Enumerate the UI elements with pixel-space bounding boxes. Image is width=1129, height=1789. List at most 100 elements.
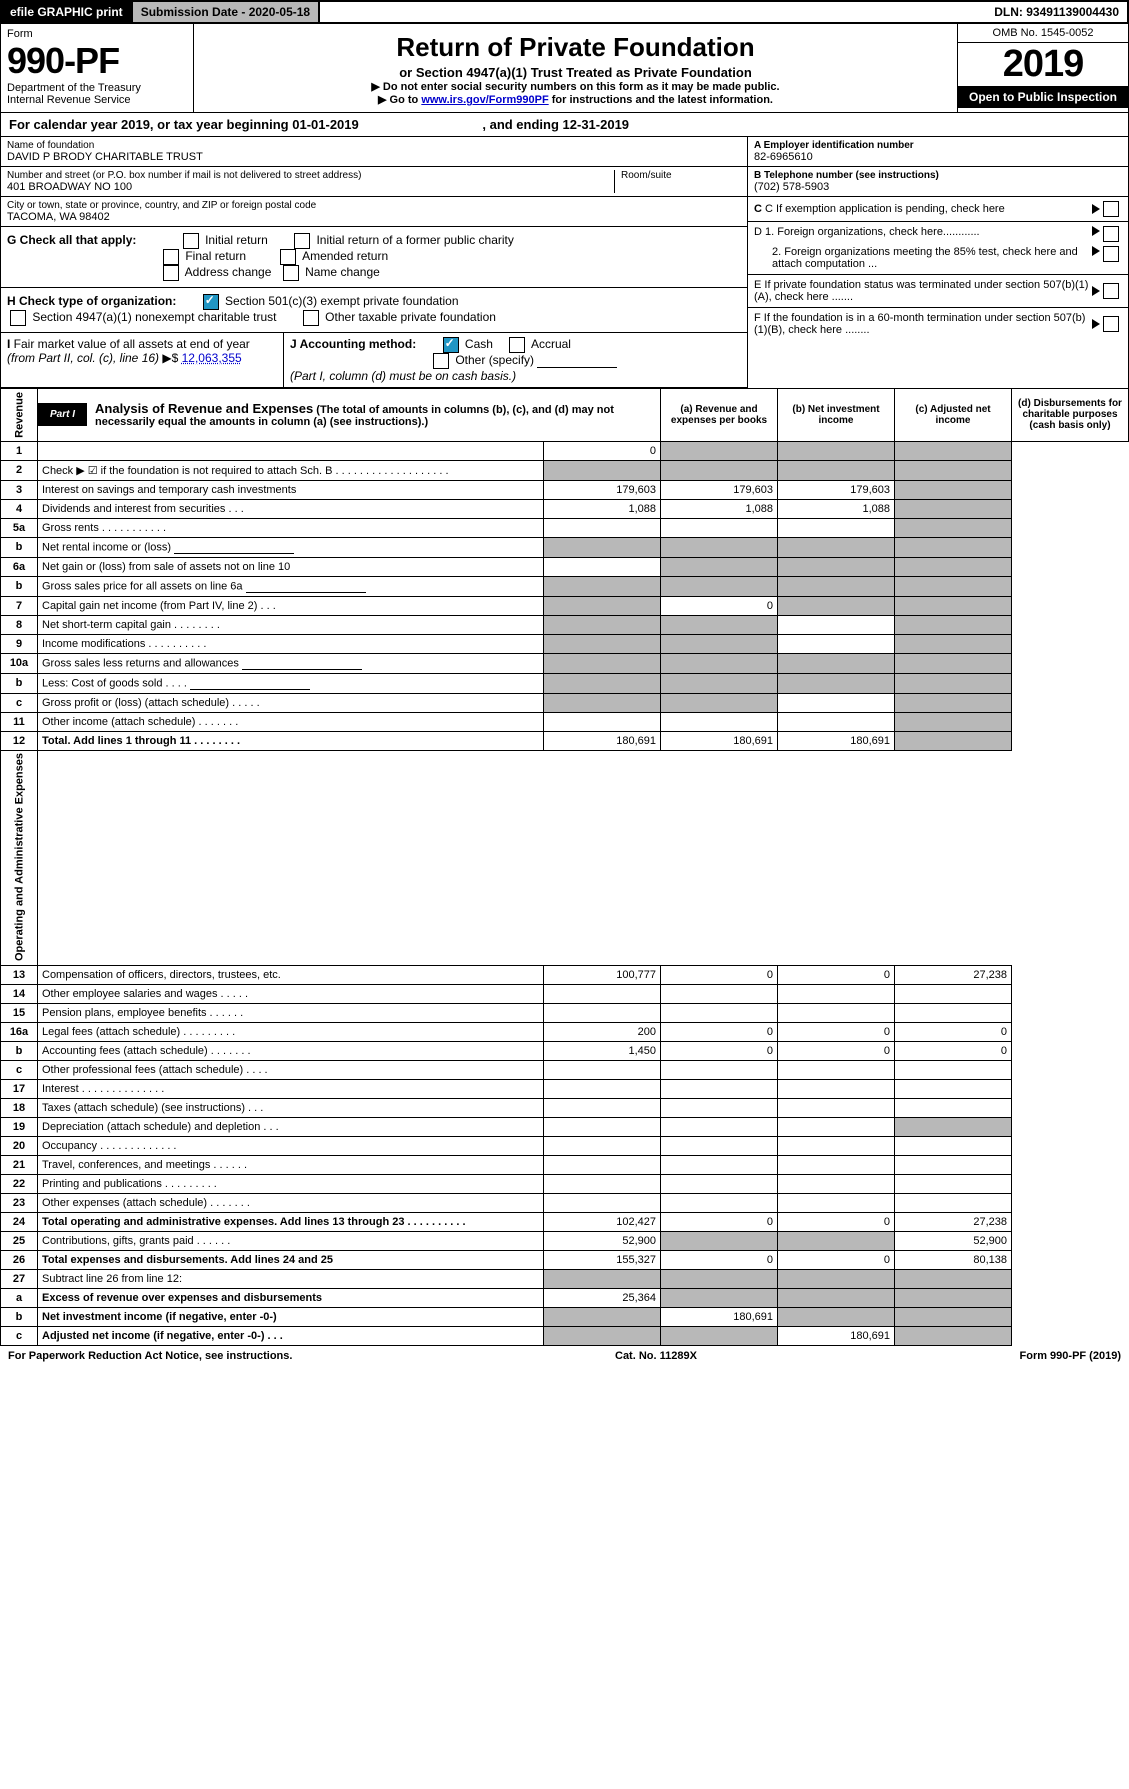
part1-badge: Part I: [38, 403, 87, 426]
arrow-icon: [1092, 226, 1100, 236]
cell-b: [661, 634, 778, 653]
row-desc: Net gain or (loss) from sale of assets n…: [38, 557, 544, 576]
checkbox-accrual[interactable]: [509, 337, 525, 353]
cell-c: [778, 634, 895, 653]
cell-d: [895, 499, 1012, 518]
checkbox-f[interactable]: [1103, 316, 1119, 332]
cell-d: [895, 1003, 1012, 1022]
cell-c: [778, 1231, 895, 1250]
row-desc: Other income (attach schedule) . . . . .…: [38, 712, 544, 731]
irs-link[interactable]: www.irs.gov/Form990PF: [421, 94, 548, 106]
table-row: 16aLegal fees (attach schedule) . . . . …: [1, 1022, 1129, 1041]
cell-d: [895, 480, 1012, 499]
row-num: 27: [1, 1269, 38, 1288]
checkbox-final-return[interactable]: [163, 249, 179, 265]
cell-a: [544, 1307, 661, 1326]
footer-right: Form 990-PF (2019): [1020, 1350, 1121, 1362]
cell-b: [661, 1117, 778, 1136]
cell-a: 1,088: [544, 499, 661, 518]
checkbox-addr-change[interactable]: [163, 265, 179, 281]
checkbox-other-method[interactable]: [433, 353, 449, 369]
cell-b: [661, 653, 778, 673]
page-footer: For Paperwork Reduction Act Notice, see …: [0, 1346, 1129, 1366]
cell-d: [895, 596, 1012, 615]
row-num: 25: [1, 1231, 38, 1250]
col-a-header: (a) Revenue and expenses per books: [661, 389, 778, 442]
cell-b: [661, 693, 778, 712]
cell-a: 25,364: [544, 1288, 661, 1307]
cell-d: [895, 673, 1012, 693]
form-label: Form: [7, 28, 187, 40]
row-num: 18: [1, 1098, 38, 1117]
row-num: 6a: [1, 557, 38, 576]
cell-d: [895, 1155, 1012, 1174]
open-inspection: Open to Public Inspection: [958, 86, 1128, 108]
table-row: bLess: Cost of goods sold . . . .: [1, 673, 1129, 693]
footer-mid: Cat. No. 11289X: [615, 1350, 697, 1362]
cell-d: [895, 537, 1012, 557]
row-desc: Income modifications . . . . . . . . . .: [38, 634, 544, 653]
checkbox-name-change[interactable]: [283, 265, 299, 281]
checkbox-cash[interactable]: [443, 337, 459, 353]
cell-b: [661, 441, 778, 460]
table-row: 18Taxes (attach schedule) (see instructi…: [1, 1098, 1129, 1117]
cell-a: [544, 1136, 661, 1155]
cell-c: [778, 1079, 895, 1098]
checkbox-other-taxable[interactable]: [303, 310, 319, 326]
cell-c: [778, 712, 895, 731]
tax-year: 2019: [958, 43, 1128, 86]
cell-c: [778, 576, 895, 596]
part1-title: Analysis of Revenue and Expenses (The to…: [87, 397, 660, 432]
row-desc: Other expenses (attach schedule) . . . .…: [38, 1193, 544, 1212]
checkbox-initial-return[interactable]: [183, 233, 199, 249]
foundation-name-cell: Name of foundation DAVID P BRODY CHARITA…: [1, 137, 747, 167]
cell-a: 100,777: [544, 965, 661, 984]
cell-d: [895, 634, 1012, 653]
cell-c: [778, 1060, 895, 1079]
row-desc: Occupancy . . . . . . . . . . . . .: [38, 1136, 544, 1155]
form-header: Form 990-PF Department of the Treasury I…: [0, 24, 1129, 113]
cell-c: 1,088: [778, 499, 895, 518]
row-desc: Net investment income (if negative, ente…: [38, 1307, 544, 1326]
table-row: bGross sales price for all assets on lin…: [1, 576, 1129, 596]
cell-b: 0: [661, 596, 778, 615]
table-row: 9Income modifications . . . . . . . . . …: [1, 634, 1129, 653]
efile-label: efile GRAPHIC print: [2, 2, 133, 22]
table-row: 17Interest . . . . . . . . . . . . . .: [1, 1079, 1129, 1098]
row-desc: Gross sales less returns and allowances: [38, 653, 544, 673]
row-num: b: [1, 537, 38, 557]
cell-c: [778, 615, 895, 634]
checkbox-c[interactable]: [1103, 201, 1119, 217]
checkbox-amended[interactable]: [280, 249, 296, 265]
cell-d: 0: [895, 1022, 1012, 1041]
col-c-header: (c) Adjusted net income: [895, 389, 1012, 442]
checkbox-e[interactable]: [1103, 283, 1119, 299]
checkbox-4947[interactable]: [10, 310, 26, 326]
row-num: c: [1, 1060, 38, 1079]
cell-b: [661, 1174, 778, 1193]
table-row: bNet investment income (if negative, ent…: [1, 1307, 1129, 1326]
header-note1: ▶ Do not enter social security numbers o…: [200, 80, 951, 93]
cell-a: [544, 1098, 661, 1117]
row-desc: Total operating and administrative expen…: [38, 1212, 544, 1231]
checkbox-d2[interactable]: [1103, 246, 1119, 262]
cell-a: [544, 1155, 661, 1174]
checkbox-initial-former[interactable]: [294, 233, 310, 249]
row-desc: Depreciation (attach schedule) and deple…: [38, 1117, 544, 1136]
table-row: 4Dividends and interest from securities …: [1, 499, 1129, 518]
checkbox-501c3[interactable]: [203, 294, 219, 310]
revenue-label: Revenue: [1, 389, 38, 442]
col-b-header: (b) Net investment income: [778, 389, 895, 442]
info-grid: Name of foundation DAVID P BRODY CHARITA…: [0, 137, 1129, 388]
cell-b: [661, 1003, 778, 1022]
cell-c: [778, 460, 895, 480]
expenses-label: Operating and Administrative Expenses: [1, 750, 38, 965]
cell-d: [895, 1098, 1012, 1117]
cell-a: [544, 984, 661, 1003]
cell-b: 0: [661, 965, 778, 984]
cell-b: [661, 576, 778, 596]
cell-d: [895, 1288, 1012, 1307]
row-desc: Capital gain net income (from Part IV, l…: [38, 596, 544, 615]
row-desc: Legal fees (attach schedule) . . . . . .…: [38, 1022, 544, 1041]
checkbox-d1[interactable]: [1103, 226, 1119, 242]
